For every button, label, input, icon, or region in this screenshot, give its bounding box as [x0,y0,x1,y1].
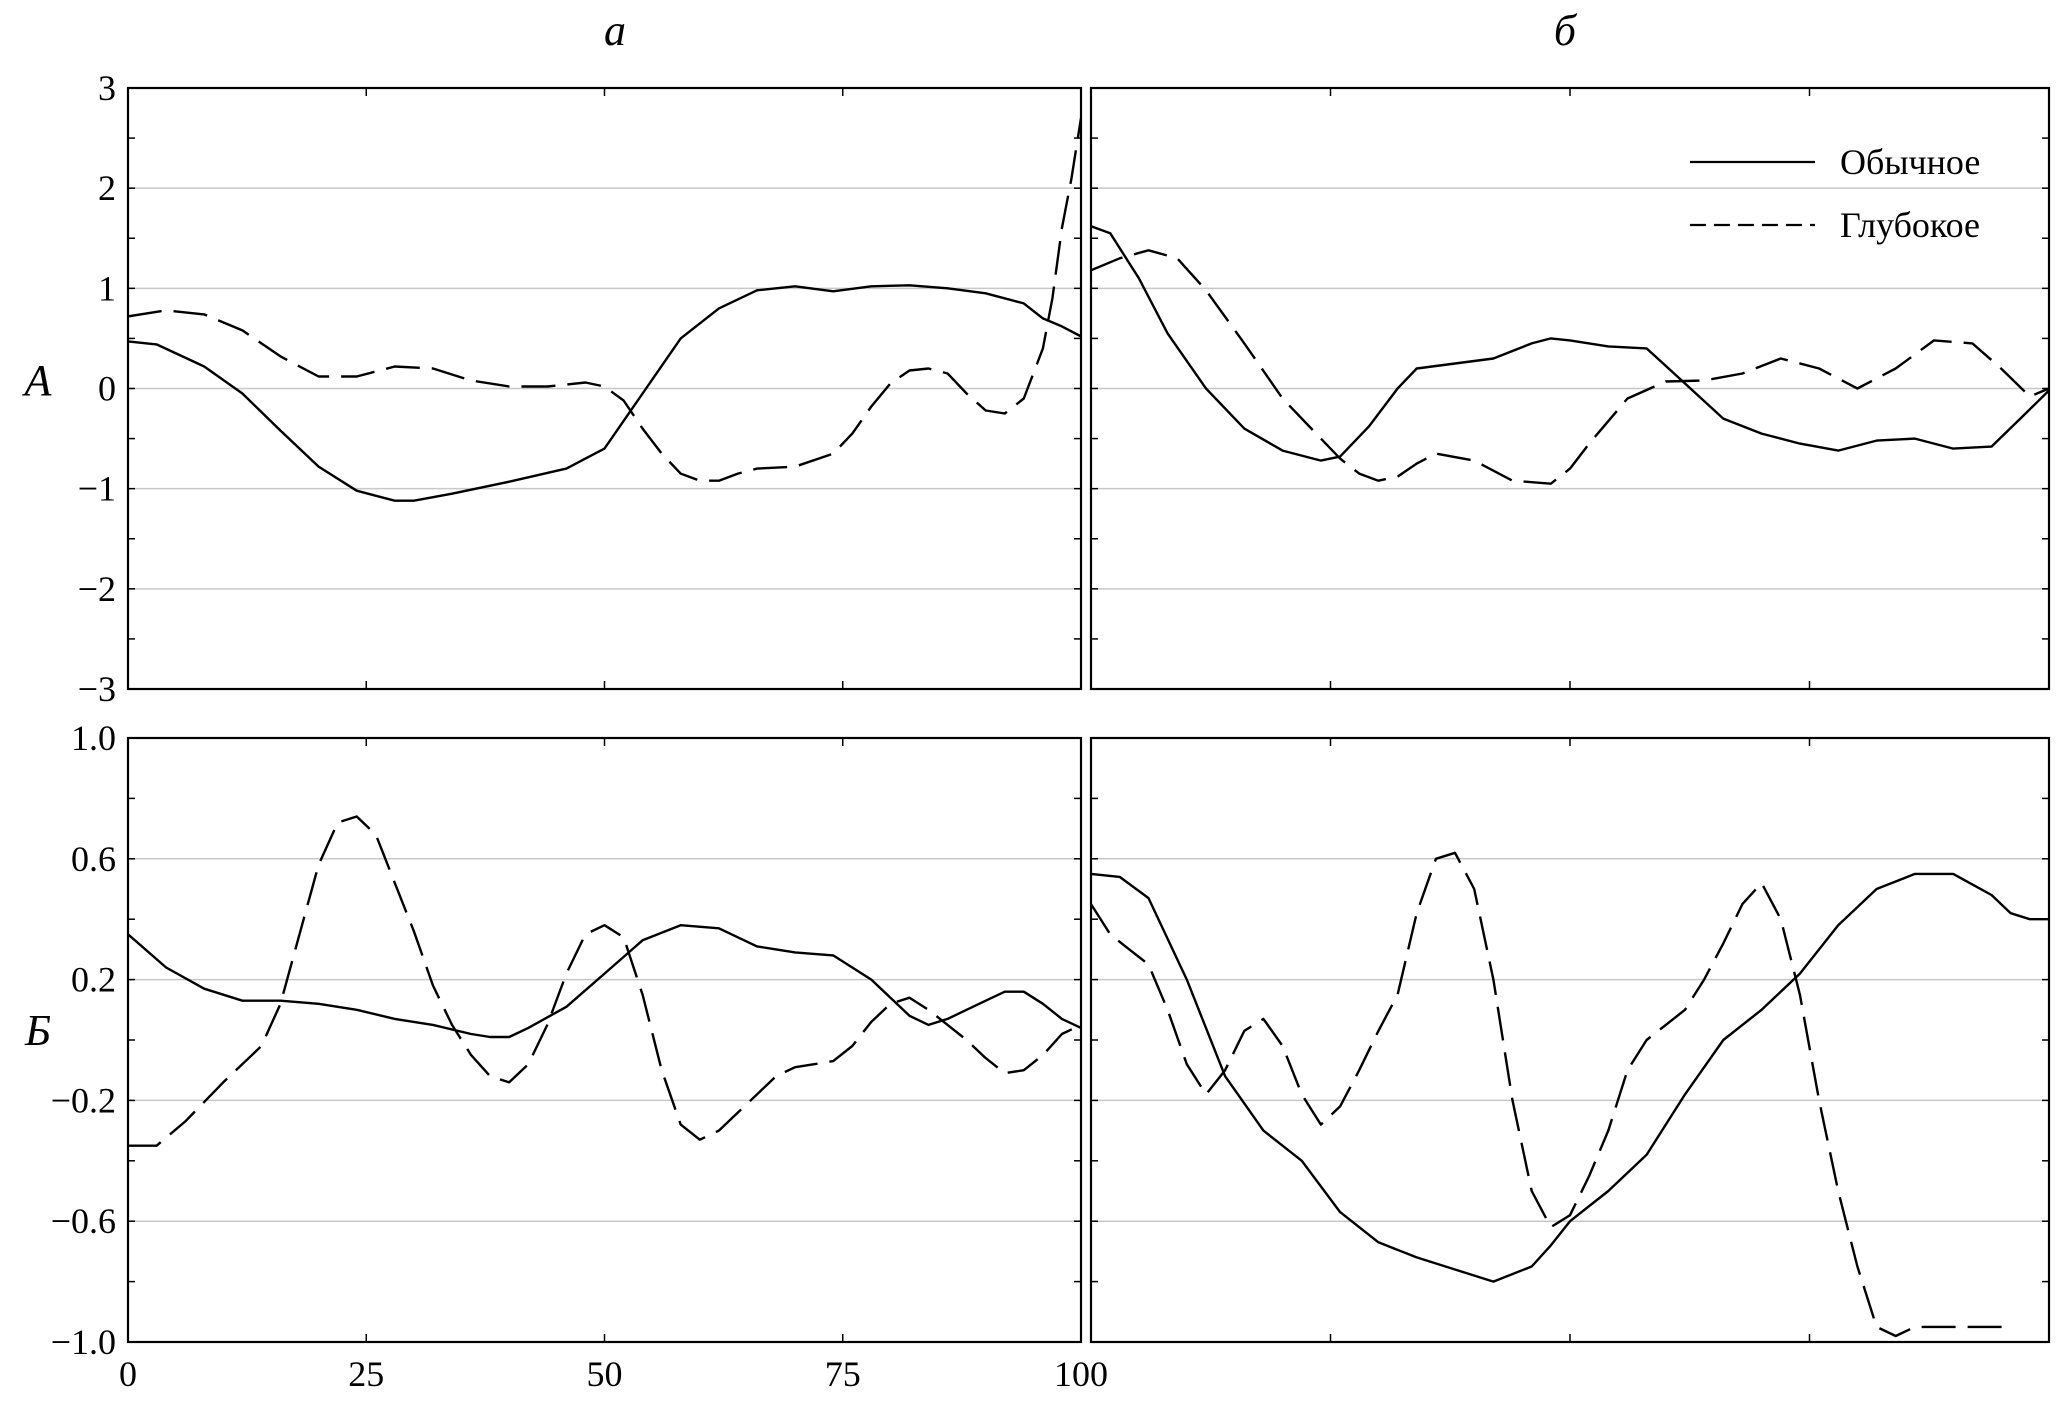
y-tick-label: 3 [98,68,116,108]
y-tick-label: 2 [98,168,116,208]
column-title-a: а [604,6,626,55]
y-tick-label: 1 [98,268,116,308]
row-label-B: Б [24,1006,51,1055]
series-line-obychnoe [1091,872,2049,1283]
legend-label-dashed: Глубокое [1840,205,1980,245]
series-line-glubokoe [128,815,1081,1147]
x-tick-label: 50 [587,1354,623,1394]
legend: Обычное Глубокое [1690,142,1980,245]
panel-A-a: 3 2 1 0 −1 −2 −3 [78,68,1083,709]
series-line-glubokoe [128,117,1081,482]
panel-B-b [1089,736,2051,1344]
series-line-obychnoe [1091,225,2049,462]
panel-A-b [1089,86,2051,691]
series-line-obychnoe [128,284,1081,502]
y-tick-label: −2 [78,569,116,609]
y-tick-label: 1.0 [71,718,116,758]
row-label-A: А [22,356,53,405]
panel-B-a: 1.0 0.6 0.2 −0.2 −0.6 −1.00 25 50 75 100 [51,718,1108,1394]
legend-label-solid: Обычное [1840,142,1980,182]
x-tick-label: 75 [825,1354,861,1394]
series-line-obychnoe [128,924,1081,1039]
y-tick-label: 0.2 [71,960,116,1000]
y-tick-label: −3 [78,669,116,709]
y-tick-label: 0.6 [71,839,116,879]
y-tick-label: −1.0 [51,1322,116,1362]
x-tick-label: 100 [1054,1354,1108,1394]
y-tick-label: 0 [98,369,116,409]
y-tick-label: −0.2 [51,1080,116,1120]
x-tick-label: 0 [119,1354,137,1394]
y-tick-label: −1 [78,469,116,509]
panel-frame [1089,736,2051,1344]
panel-frame [126,86,1083,691]
series-line-glubokoe [1091,249,2049,485]
x-tick-label: 25 [348,1354,384,1394]
column-title-b: б [1554,6,1578,55]
series-line-glubokoe [1091,851,2011,1338]
panel-frame [126,736,1083,1344]
y-tick-label: −0.6 [51,1201,116,1241]
